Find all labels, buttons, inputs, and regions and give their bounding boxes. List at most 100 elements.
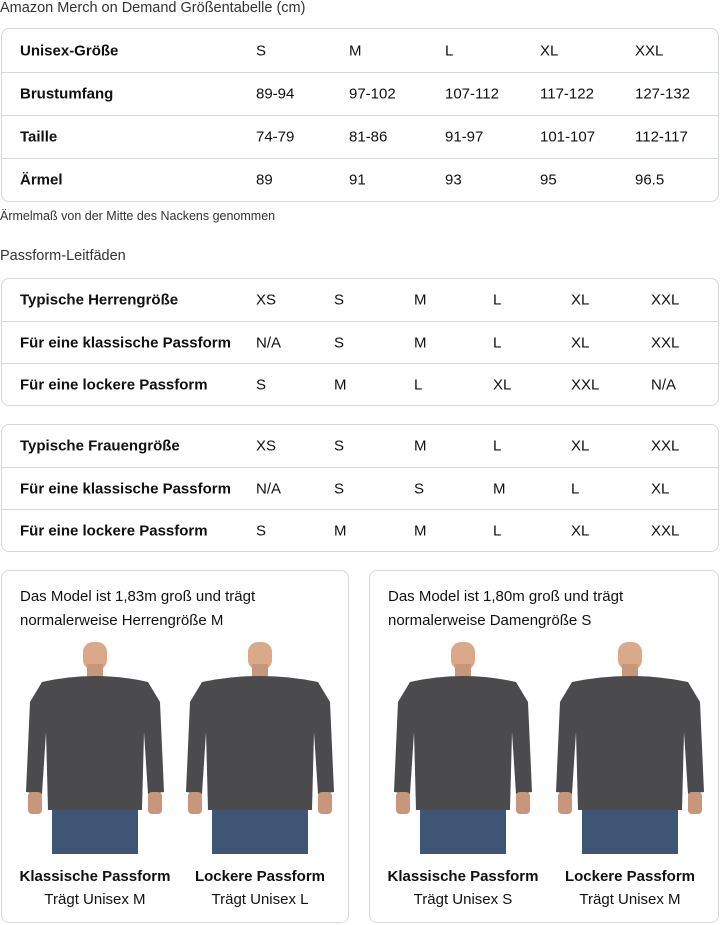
table-row: Für eine lockere Passform S M L XL XXL N/A (2, 363, 718, 405)
wears-size: Trägt Unisex M (44, 891, 146, 908)
cell: XL (540, 42, 559, 59)
row-label: Unisex-Größe (20, 42, 119, 59)
row-label: Für eine klassische Passform (20, 480, 231, 497)
row-label: Typische Frauengröße (20, 437, 180, 455)
fit-name: Lockere Passform (564, 868, 696, 885)
cell: L (445, 42, 454, 59)
cell: 91-97 (445, 128, 484, 146)
fit-label: Lockere Passform Trägt Unisex L (179, 866, 341, 912)
cell: 117-122 (540, 85, 594, 103)
model-caption: Das Model ist 1,83m groß und trägt norma… (20, 588, 256, 629)
table-row: Für eine klassische Passform N/A S M L XL XXL (2, 321, 718, 363)
table-row: Für eine lockere Passform S M M L XL XXL (2, 509, 718, 551)
wears-size: Trägt Unisex L (211, 891, 309, 908)
cell: XL (651, 480, 670, 497)
cell: S (334, 480, 345, 497)
women-fit-table: Typische Frauengröße XS S M L XL XXL Für eine k… (1, 424, 719, 552)
cell: 74-79 (256, 128, 295, 146)
fit-name: Klassische Passform (387, 868, 539, 885)
fit-name: Klassische Passform (19, 868, 171, 885)
cell: 107-112 (445, 85, 499, 103)
table-row: Typische Herrengröße XS S M L XL XXL (2, 279, 718, 321)
cell: N/A (651, 376, 677, 393)
men-model-card: Das Model ist 1,83m groß und trägt norma… (1, 570, 349, 923)
cell: S (334, 334, 345, 351)
row-label: Für eine lockere Passform (20, 376, 208, 393)
cell: S (334, 291, 345, 309)
cell: XS (256, 291, 277, 309)
cell: M (349, 42, 362, 59)
cell: L (571, 480, 580, 497)
cell: 91 (349, 171, 366, 189)
cell: XXL (635, 42, 664, 59)
cell: 93 (445, 171, 462, 189)
fit-guide-title: Passform-Leitfäden (0, 248, 126, 264)
fit-label: Klassische Passform Trägt Unisex M (14, 866, 176, 912)
men-fit-table: Typische Herrengröße XS S M L XL XXL Für eine k… (1, 278, 719, 406)
cell: S (256, 42, 267, 59)
cell: XL (571, 334, 590, 351)
cell: M (414, 291, 427, 309)
cell: 112-117 (635, 128, 688, 146)
row-label: Ärmel (20, 171, 63, 189)
table-row: Unisex-Größe S M L XL XXL (2, 29, 718, 72)
row-label: Taille (20, 128, 58, 146)
cell: S (414, 480, 425, 497)
cell: M (414, 522, 427, 539)
cell: L (493, 334, 502, 351)
table-row: Für eine klassische Passform N/A S S M L XL (2, 467, 718, 509)
cell: L (493, 437, 502, 455)
cell: XXL (651, 334, 680, 351)
row-label: Für eine lockere Passform (20, 522, 208, 539)
size-chart-title: Amazon Merch on Demand Größentabelle (cm… (0, 0, 306, 16)
row-label: Für eine klassische Passform (20, 334, 231, 351)
cell: 127-132 (635, 85, 691, 103)
cell: M (414, 334, 427, 351)
cell: L (414, 376, 423, 393)
cell: M (414, 437, 427, 455)
model-photo (550, 642, 710, 859)
cell: XL (571, 437, 590, 455)
cell: XL (571, 522, 590, 539)
fit-name: Lockere Passform (194, 868, 326, 885)
cell: 89 (256, 171, 273, 189)
model-photo (383, 642, 543, 859)
size-table: Unisex-Größe S M L XL XXL Brustumfang 89-94 97-1… (1, 28, 719, 202)
cell: 81-86 (349, 128, 388, 146)
cell: M (334, 522, 347, 539)
cell: L (493, 522, 502, 539)
wears-size: Trägt Unisex S (413, 891, 513, 908)
cell: S (334, 437, 345, 455)
table-row: Ärmel 89 91 93 95 96.5 (2, 158, 718, 201)
cell: XXL (651, 291, 680, 309)
cell: 96.5 (635, 171, 665, 189)
cell: L (493, 291, 502, 309)
cell: XXL (651, 522, 680, 539)
cell: M (493, 480, 506, 497)
cell: XXL (651, 437, 680, 455)
cell: N/A (256, 334, 282, 351)
cell: M (334, 376, 347, 393)
fit-label: Klassische Passform Trägt Unisex S (382, 866, 544, 912)
cell: 89-94 (256, 85, 295, 103)
cell: XL (493, 376, 512, 393)
cell: S (256, 376, 267, 393)
wears-size: Trägt Unisex M (579, 891, 681, 908)
model-photo (15, 642, 175, 859)
cell: 95 (540, 171, 557, 189)
cell: 101-107 (540, 128, 596, 146)
table-row: Typische Frauengröße XS S M L XL XXL (2, 425, 718, 467)
table-row: Brustumfang 89-94 97-102 107-112 117-122 127-… (2, 72, 718, 115)
model-caption: Das Model ist 1,80m groß und trägt norma… (388, 588, 624, 629)
cell: XL (571, 291, 590, 309)
cell: S (256, 522, 267, 539)
table-row: Taille 74-79 81-86 91-97 101-107 112-117 (2, 115, 718, 158)
model-photo (180, 642, 340, 859)
cell: XS (256, 437, 277, 455)
cell: XXL (571, 376, 600, 393)
row-label: Brustumfang (20, 85, 114, 103)
fit-label: Lockere Passform Trägt Unisex M (549, 866, 711, 912)
women-model-card: Das Model ist 1,80m groß und trägt norma… (369, 570, 719, 923)
sleeve-note: Ärmelmaß von der Mitte des Nackens genom… (0, 209, 276, 223)
cell: 97-102 (349, 85, 396, 103)
